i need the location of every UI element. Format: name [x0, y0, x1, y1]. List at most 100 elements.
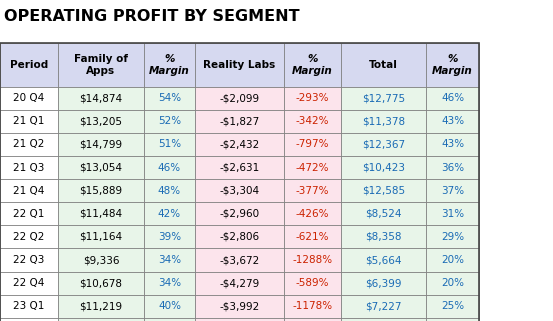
Bar: [284, 272, 341, 295]
Bar: [341, 295, 426, 318]
Text: $13,205: $13,205: [80, 116, 122, 126]
Bar: [341, 202, 426, 225]
Bar: [195, 248, 284, 272]
Text: -$2,099: -$2,099: [220, 93, 259, 103]
Text: 36%: 36%: [441, 162, 464, 173]
Bar: [144, 272, 195, 295]
Bar: [195, 133, 284, 156]
Bar: [341, 87, 426, 110]
Text: $5,664: $5,664: [365, 255, 402, 265]
Bar: [284, 295, 341, 318]
Text: -472%: -472%: [295, 162, 329, 173]
Bar: [0, 43, 479, 321]
Bar: [284, 87, 341, 110]
Text: $12,775: $12,775: [362, 93, 405, 103]
Bar: [144, 202, 195, 225]
Text: 46%: 46%: [158, 162, 181, 173]
Bar: [58, 295, 144, 318]
Bar: [341, 248, 426, 272]
Text: 22 Q4: 22 Q4: [13, 278, 45, 288]
Text: $12,367: $12,367: [362, 139, 405, 150]
Bar: [195, 156, 284, 179]
Bar: [341, 179, 426, 202]
Text: $11,484: $11,484: [80, 209, 122, 219]
Bar: [426, 156, 479, 179]
Text: 20 Q4: 20 Q4: [13, 93, 45, 103]
Text: OPERATING PROFIT BY SEGMENT: OPERATING PROFIT BY SEGMENT: [4, 9, 300, 24]
Bar: [426, 225, 479, 248]
Bar: [195, 179, 284, 202]
Text: 51%: 51%: [158, 139, 181, 150]
Bar: [144, 248, 195, 272]
Text: -$1,827: -$1,827: [220, 116, 259, 126]
Bar: [0, 295, 58, 318]
Text: $11,164: $11,164: [80, 232, 122, 242]
Text: $12,585: $12,585: [362, 186, 405, 196]
Text: -$2,960: -$2,960: [220, 209, 259, 219]
Text: -426%: -426%: [295, 209, 329, 219]
Bar: [426, 133, 479, 156]
Bar: [0, 156, 58, 179]
Bar: [0, 225, 58, 248]
Bar: [58, 179, 144, 202]
Text: $9,336: $9,336: [82, 255, 119, 265]
Bar: [284, 133, 341, 156]
Bar: [426, 179, 479, 202]
Text: -$4,279: -$4,279: [220, 278, 259, 288]
Bar: [341, 272, 426, 295]
Bar: [144, 87, 195, 110]
Text: 42%: 42%: [158, 209, 181, 219]
Bar: [195, 110, 284, 133]
Text: -1288%: -1288%: [292, 255, 332, 265]
Text: -797%: -797%: [295, 139, 329, 150]
Bar: [0, 318, 58, 321]
Text: Reality Labs: Reality Labs: [204, 60, 275, 70]
Text: %
Margin: % Margin: [292, 54, 332, 76]
Bar: [284, 225, 341, 248]
Text: 34%: 34%: [158, 255, 181, 265]
Text: 21 Q3: 21 Q3: [13, 162, 45, 173]
Bar: [195, 295, 284, 318]
Bar: [284, 43, 341, 87]
Text: $10,678: $10,678: [80, 278, 122, 288]
Text: %
Margin: % Margin: [432, 54, 473, 76]
Bar: [144, 295, 195, 318]
Bar: [0, 248, 58, 272]
Bar: [341, 43, 426, 87]
Bar: [0, 110, 58, 133]
Text: 21 Q2: 21 Q2: [13, 139, 45, 150]
Bar: [144, 133, 195, 156]
Text: -$3,992: -$3,992: [220, 301, 259, 311]
Bar: [0, 133, 58, 156]
Text: 21 Q1: 21 Q1: [13, 116, 45, 126]
Bar: [284, 202, 341, 225]
Text: -293%: -293%: [295, 93, 329, 103]
Bar: [284, 248, 341, 272]
Text: 43%: 43%: [441, 139, 464, 150]
Text: 54%: 54%: [158, 93, 181, 103]
Bar: [144, 110, 195, 133]
Bar: [426, 318, 479, 321]
Text: -1178%: -1178%: [292, 301, 332, 311]
Text: 20%: 20%: [441, 278, 464, 288]
Text: 31%: 31%: [441, 209, 464, 219]
Bar: [0, 202, 58, 225]
Bar: [284, 156, 341, 179]
Text: %
Margin: % Margin: [149, 54, 190, 76]
Bar: [58, 272, 144, 295]
Bar: [58, 318, 144, 321]
Text: 39%: 39%: [158, 232, 181, 242]
Bar: [58, 110, 144, 133]
Bar: [341, 133, 426, 156]
Text: $10,423: $10,423: [362, 162, 405, 173]
Text: 43%: 43%: [441, 116, 464, 126]
Text: $14,799: $14,799: [80, 139, 122, 150]
Text: $13,054: $13,054: [80, 162, 122, 173]
Bar: [284, 318, 341, 321]
Text: $11,219: $11,219: [80, 301, 122, 311]
Text: 23 Q1: 23 Q1: [13, 301, 45, 311]
Text: 22 Q2: 22 Q2: [13, 232, 45, 242]
Text: $15,889: $15,889: [80, 186, 122, 196]
Text: -$2,432: -$2,432: [220, 139, 259, 150]
Bar: [284, 110, 341, 133]
